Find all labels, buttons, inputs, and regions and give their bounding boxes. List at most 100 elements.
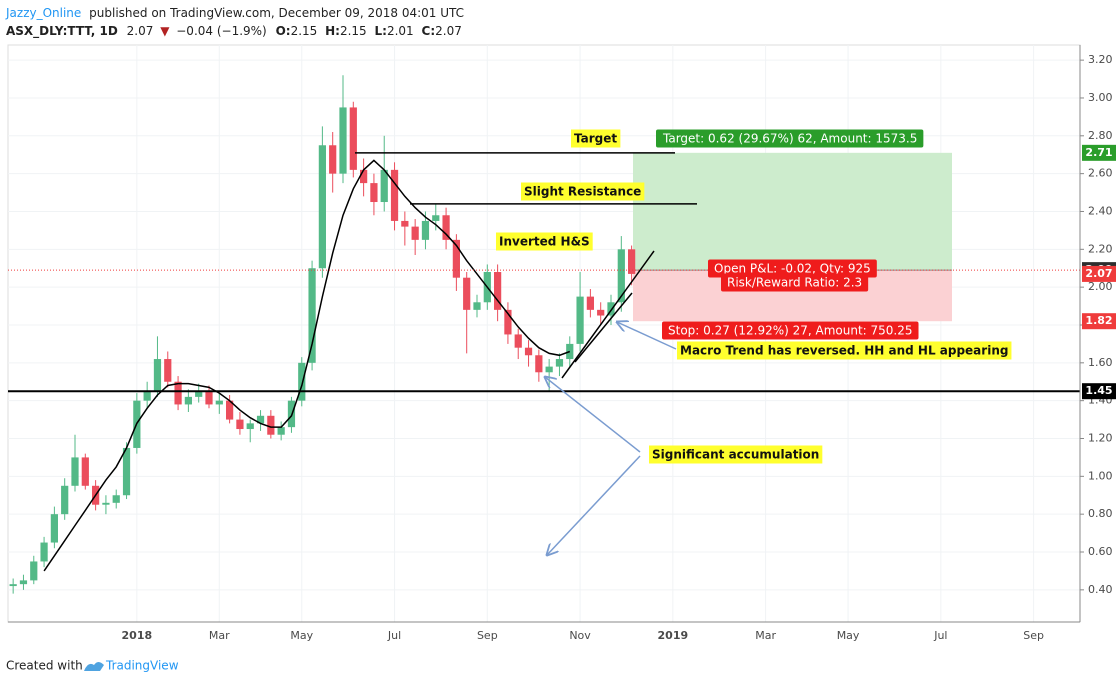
change-arrow: ▼ — [160, 24, 170, 38]
price-label-box — [1082, 313, 1116, 330]
candle-body — [298, 362, 306, 401]
candle-body — [246, 423, 254, 430]
y-tick-label: 2.80 — [1088, 129, 1113, 142]
candle-body — [504, 309, 512, 335]
annotation-box — [677, 341, 1012, 360]
price-label: 2.71 — [1085, 146, 1112, 159]
candle-body — [61, 485, 69, 515]
ohlc-label: O: — [276, 24, 291, 38]
target-label: Target: 0.62 (29.67%) 62, Amount: 1573.5 — [662, 132, 917, 146]
candle-body — [195, 391, 203, 397]
rr-label-box — [721, 273, 869, 292]
y-tick-label: 0.40 — [1088, 583, 1113, 596]
y-tick-label: 0.80 — [1088, 507, 1113, 520]
candle-body — [380, 169, 388, 203]
y-tick-label: 3.00 — [1088, 91, 1113, 104]
author[interactable]: Jazzy_Online — [5, 6, 81, 20]
change: −0.04 (−1.9%) — [176, 24, 267, 38]
candle-body — [370, 183, 378, 203]
candle-body — [267, 415, 275, 435]
candle-body — [112, 495, 120, 503]
candle-body — [617, 249, 625, 303]
ohlc-value: 2.15 — [291, 24, 318, 38]
logo — [84, 662, 104, 671]
candle-body — [277, 427, 285, 435]
candle-body — [153, 359, 162, 392]
candle-body — [256, 415, 265, 424]
candle-body — [9, 584, 17, 587]
candle-body — [164, 359, 172, 382]
x-tick-label: Jul — [933, 629, 947, 642]
price-label: 2.07 — [1085, 267, 1112, 280]
x-tick-label: Sep — [1023, 629, 1044, 642]
candle-body — [576, 296, 584, 344]
annotation: Inverted H&S — [499, 235, 590, 249]
x-tick-label: Sep — [477, 629, 498, 642]
x-tick-label: May — [837, 629, 860, 642]
annotation: Target — [574, 132, 617, 146]
moving-average — [43, 159, 571, 572]
footer-text: Created with — [6, 659, 83, 673]
pnl-label: Open P&L: -0.02, Qty: 925 — [714, 262, 871, 276]
footer-brand[interactable]: TradingView — [105, 659, 179, 673]
candle-body — [81, 457, 89, 486]
arrow — [545, 377, 641, 453]
candle-body — [236, 419, 244, 430]
candle-body — [463, 277, 471, 310]
annotation: Significant accumulation — [652, 448, 819, 462]
ohlc-label: C: — [422, 24, 436, 38]
annotation-box — [571, 129, 621, 148]
candle-body — [524, 347, 533, 356]
stop-label-box — [662, 321, 919, 340]
annotation-box — [521, 182, 645, 201]
candle-body — [174, 381, 182, 405]
x-tick-label: Jul — [387, 629, 401, 642]
candle-body — [205, 391, 213, 405]
annotation-box — [496, 232, 593, 251]
y-tick-label: 0.60 — [1088, 545, 1113, 558]
annotation: Slight Resistance — [524, 185, 641, 199]
byline: published on TradingView.com, December 0… — [89, 6, 464, 20]
candle-body — [390, 169, 399, 221]
candle-body — [442, 215, 450, 240]
candle-body — [19, 580, 28, 585]
y-tick-label: 3.20 — [1088, 53, 1113, 66]
x-tick-label: Mar — [755, 629, 776, 642]
candle-body — [143, 391, 151, 401]
price-label-box — [1082, 144, 1116, 161]
y-tick-label: 2.60 — [1088, 167, 1113, 180]
candle-body — [473, 302, 481, 310]
candle-body — [102, 502, 110, 505]
price-label-box — [1082, 265, 1116, 282]
candle-body — [628, 249, 636, 274]
last-price: 2.07 — [127, 24, 154, 38]
ohlc-value: 2.01 — [387, 24, 414, 38]
candle-body — [318, 145, 326, 269]
y-tick-label: 1.20 — [1088, 431, 1113, 444]
annotation-box — [649, 445, 823, 464]
candle-body — [30, 561, 38, 581]
candle-body — [71, 457, 79, 486]
candle-body — [432, 215, 440, 221]
ohlc-label: L: — [375, 24, 387, 38]
symbol-line: ASX_DLY:TTT, 1D 2.07 ▼ −0.04 (−1.9%) O:2… — [6, 24, 462, 39]
price-label: 1.45 — [1085, 384, 1112, 397]
candle-body — [339, 107, 347, 174]
candle-body — [545, 366, 553, 373]
profit-zone — [633, 152, 952, 271]
y-tick-label: 2.20 — [1088, 242, 1113, 255]
candle-body — [421, 220, 430, 240]
candle-body — [535, 355, 543, 373]
arrow — [617, 322, 677, 350]
candle-body — [494, 272, 502, 310]
candle-body — [360, 169, 368, 184]
header-line: Jazzy_Online published on TradingView.co… — [5, 6, 464, 20]
candle-body — [607, 302, 615, 316]
candle-body — [122, 447, 131, 496]
trend-line — [561, 250, 655, 379]
candle-body — [184, 396, 192, 405]
y-tick-label: 1.00 — [1088, 469, 1113, 482]
candle-body — [411, 226, 419, 240]
candle-body — [514, 334, 522, 348]
